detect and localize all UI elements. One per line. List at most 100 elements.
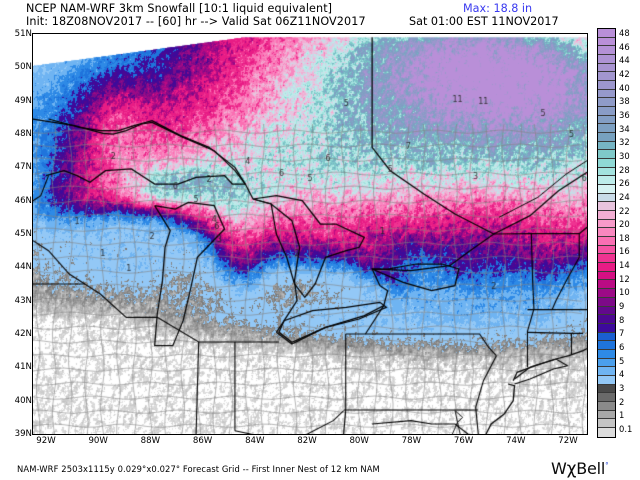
lon-tick-label: 74W (506, 436, 526, 446)
lon-tick-label: 80W (349, 436, 369, 446)
longitude-axis: 92W 90W 88W 86W 84W 82W 80W 78W 76W 74W 72W (32, 436, 588, 450)
colorbar-segment (598, 159, 615, 168)
colorbar-segment (598, 427, 615, 437)
colorbar-segment (598, 254, 615, 264)
lon-tick-label: 82W (297, 436, 317, 446)
colorbar-tick-label: 7 (619, 328, 625, 339)
colorbar-segment (598, 358, 615, 368)
colorbar-segment (598, 133, 615, 142)
colorbar-tick-label: 34 (619, 123, 630, 134)
colorbar-segment (598, 393, 615, 402)
lon-tick-label: 86W (192, 436, 213, 446)
colorbar-segment (598, 280, 615, 290)
colorbar-tick-label: 4 (619, 369, 625, 380)
colorbar-segment (598, 419, 615, 428)
colorbar-segment (598, 367, 615, 376)
lat-tick-label: 48N (14, 129, 32, 139)
lat-tick-label: 43N (14, 295, 32, 306)
colorbar-tick-label: 22 (619, 205, 630, 216)
colorbar-segment (598, 245, 615, 255)
colorbar-segment (598, 306, 615, 316)
colorbar-segment (598, 332, 615, 342)
colorbar-segment (598, 193, 615, 203)
valid-time-stamp: Sat 01:00 EST 11NOV2017 (409, 15, 559, 28)
colorbar-segment (598, 185, 615, 194)
colorbar-tick-label: 24 (619, 191, 630, 202)
colorbar-tick-label: 3 (619, 383, 625, 394)
colorbar-tick-labels: 48 46 44 42 40 38 36 34 32 30 28 26 24 22 20 18 16 14 12 10… (619, 28, 640, 438)
lon-tick-label: 88W (140, 436, 161, 446)
lat-tick-label: 39N (14, 429, 32, 439)
colorbar-segment (598, 167, 615, 177)
colorbar-segment (598, 219, 615, 229)
grid-info-text: NAM-WRF 2503x1115y 0.029°x0.027° Forecas… (17, 464, 380, 474)
colorbar-segment (598, 98, 615, 108)
colorbar-tick-label: 20 (619, 219, 630, 230)
colorbar-segment (598, 375, 615, 385)
colorbar-segment (598, 37, 615, 47)
colorbar-segment (598, 341, 615, 350)
colorbar-tick-label: 30 (619, 150, 630, 161)
lat-tick-label: 44N (14, 262, 32, 273)
colorbar-tick-label: 48 (619, 28, 630, 38)
colorbar-segment (598, 384, 615, 394)
colorbar-segment (598, 55, 615, 64)
colorbar-tick-label: 42 (619, 68, 630, 79)
max-value-label: Max: 18.8 in (463, 2, 533, 15)
colorbar-segment (598, 81, 615, 90)
lat-tick-label: 51N (14, 29, 32, 39)
model-init-line: Init: 18Z08NOV2017 -- [60] hr --> Valid … (26, 15, 366, 28)
colorbar-segment (598, 349, 615, 359)
colorbar-segment (598, 150, 615, 160)
lat-tick-label: 45N (14, 229, 32, 239)
lon-tick-label: 90W (88, 436, 108, 446)
colorbar-segment (598, 124, 615, 134)
lat-tick-label: 49N (14, 95, 32, 106)
wxbell-logo[interactable]: WχBell° (551, 459, 609, 479)
colorbar-tick-label: 44 (619, 55, 630, 66)
lon-tick-label: 78W (401, 436, 422, 446)
lon-tick-label: 76W (453, 436, 474, 446)
colorbar-segment (598, 323, 615, 333)
colorbar-tick-label: 40 (619, 82, 630, 93)
colorbar-tick-label: 5 (619, 355, 625, 366)
map-header: NCEP NAM-WRF 3km Snowfall [10:1 liquid e… (0, 0, 640, 30)
lon-tick-label: 84W (245, 436, 265, 446)
logo-chi: χ (566, 459, 577, 479)
colorbar-segment (598, 29, 615, 38)
colorbar-segment (598, 237, 615, 246)
lon-tick-label: 92W (36, 436, 56, 446)
colorbar-tick-label: 6 (619, 342, 625, 353)
colorbar-tick-label: 18 (619, 232, 630, 243)
colorbar-segment (598, 410, 615, 420)
colorbar-segment (598, 115, 615, 125)
colorbar-tick-label: 32 (619, 137, 630, 148)
lon-tick-label: 72W (558, 436, 578, 446)
colorbar-segment (598, 271, 615, 281)
map-plot-area[interactable] (32, 33, 588, 435)
colorbar-segment (598, 89, 615, 99)
lat-tick-label: 46N (14, 195, 32, 206)
colorbar-tick-label: 38 (619, 96, 630, 107)
logo-registered-mark: ° (605, 461, 609, 470)
colorbar-tick-label: 1 (619, 410, 625, 421)
snowfall-raster (33, 34, 587, 434)
colorbar-tick-label: 0.1 (619, 424, 633, 434)
colorbar-tick-label: 14 (619, 260, 630, 271)
colorbar-segment (598, 228, 615, 238)
colorbar-tick-label: 8 (619, 314, 625, 325)
colorbar-segment (598, 315, 615, 324)
page-title: NCEP NAM-WRF 3km Snowfall [10:1 liquid e… (26, 2, 333, 15)
lat-tick-label: 41N (14, 362, 32, 373)
colorbar-segment (598, 263, 615, 272)
colorbar-tick-label: 26 (619, 178, 630, 189)
colorbar-segment (598, 289, 615, 298)
colorbar-segment (598, 176, 615, 186)
colorbar-tick-label: 9 (619, 301, 625, 312)
colorbar-tick-label: 36 (619, 109, 630, 120)
logo-bell: Bell (576, 459, 606, 478)
colorbar-scale[interactable] (597, 28, 616, 438)
lat-tick-label: 50N (14, 62, 32, 73)
colorbar-segment (598, 46, 615, 56)
